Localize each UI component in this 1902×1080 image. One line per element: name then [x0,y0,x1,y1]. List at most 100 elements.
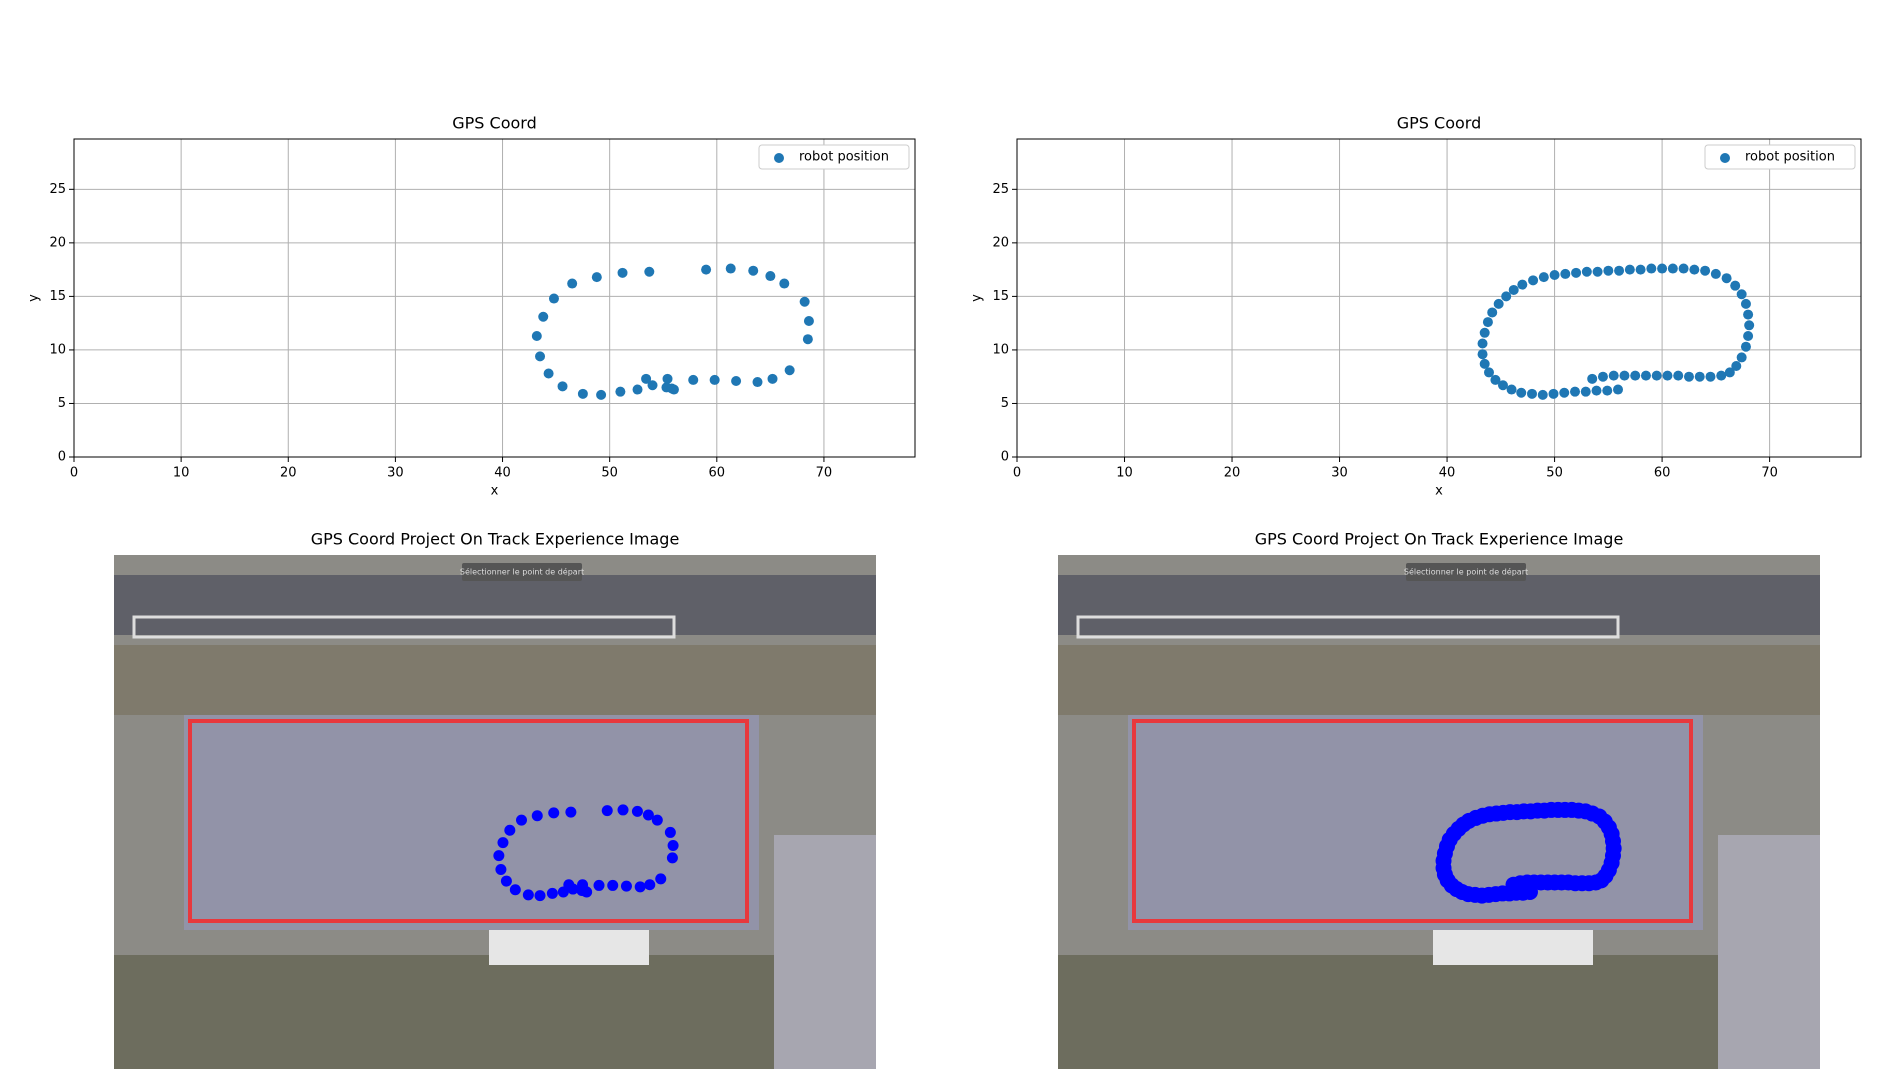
road-marking [132,615,676,639]
projected-point [644,879,656,891]
data-point [596,389,607,400]
data-point [1581,266,1592,277]
data-point [1517,279,1528,290]
projected-point [617,804,629,816]
x-tick-label: 70 [1761,466,1778,481]
field [184,715,759,930]
data-point [1508,284,1519,295]
data-point [1482,317,1493,328]
projected-point [497,837,509,849]
projected-point [565,806,577,818]
data-point [647,380,658,391]
y-tick-label: 10 [992,342,1009,357]
projected-point [581,886,593,898]
projected-point [504,824,516,836]
x-tick-label: 0 [1013,466,1021,481]
y-tick-label: 25 [49,182,66,197]
data-point [1740,341,1751,352]
projected-point [593,879,605,891]
data-point [1501,291,1512,302]
projected-point [522,889,534,901]
data-point [1613,384,1624,395]
data-point [1592,266,1603,277]
aerial-image: Sélectionner le point de départ [114,555,876,1069]
data-point [1487,307,1498,318]
y-tick-label: 0 [58,450,66,465]
data-point [1716,370,1727,381]
aerial-image: Sélectionner le point de départ [1058,555,1820,1069]
data-point [1591,385,1602,396]
projected-point [509,884,521,896]
data-point [779,278,790,289]
data-point [641,373,652,384]
building [1433,930,1593,965]
track-boundary [188,719,749,923]
y-tick-label: 0 [1001,450,1009,465]
data-point [1506,384,1517,395]
data-point [1528,275,1539,286]
data-point [752,377,763,388]
data-point [688,374,699,385]
data-point [548,293,559,304]
data-point [1744,320,1755,331]
y-tick-label: 15 [49,289,66,304]
legend-label: robot position [1745,150,1835,165]
legend-box [1704,144,1856,170]
projected-point [534,890,546,902]
data-point [538,311,549,322]
legend-label: robot position [799,150,889,165]
data-point [591,272,602,283]
projected-point [666,852,678,864]
y-tick-label: 20 [49,235,66,250]
data-point [1537,389,1548,400]
y-tick-label: 20 [992,235,1009,250]
projected-point [495,863,507,875]
x-tick-label: 30 [387,466,404,481]
caption-bg [1406,563,1526,581]
data-point [662,373,673,384]
x-tick-label: 70 [816,466,833,481]
projected-point [620,880,632,892]
x-tick-label: 10 [173,466,190,481]
data-point [1694,371,1705,382]
data-point [617,267,628,278]
data-point [701,264,712,275]
data-point [1516,387,1527,398]
data-point [709,374,720,385]
x-tick-label: 10 [1116,466,1133,481]
data-point [1710,268,1721,279]
y-tick-label: 5 [58,396,66,411]
data-point [1657,263,1668,274]
data-point [577,388,588,399]
projected-point [664,826,676,838]
field [1128,715,1703,930]
data-point [1497,380,1508,391]
data-point [802,334,813,345]
projected-point [546,887,558,899]
data-point [1667,263,1678,274]
image-title: GPS Coord Project On Track Experience Im… [311,530,680,549]
data-point [1736,289,1747,300]
data-point [644,266,655,277]
data-point [1683,371,1694,382]
road-marking [1076,615,1620,639]
projected-point [655,873,667,885]
data-point [1624,264,1635,275]
x-axis-label: x [491,484,499,499]
data-point [1570,386,1581,397]
image-caption: Sélectionner le point de départ [1404,567,1528,577]
data-point [1678,263,1689,274]
chart-title: GPS Coord [1397,114,1482,133]
y-axis-label: y [970,294,985,302]
image-caption: Sélectionner le point de départ [460,567,584,577]
data-point [1477,338,1488,349]
data-point [1479,327,1490,338]
x-axis-label: x [1435,484,1443,499]
data-point [1705,371,1716,382]
data-point [567,278,578,289]
legend-marker [1720,153,1730,163]
image-title: GPS Coord Project On Track Experience Im… [1255,530,1624,549]
data-point [557,381,568,392]
data-point [803,316,814,327]
building [489,930,649,965]
